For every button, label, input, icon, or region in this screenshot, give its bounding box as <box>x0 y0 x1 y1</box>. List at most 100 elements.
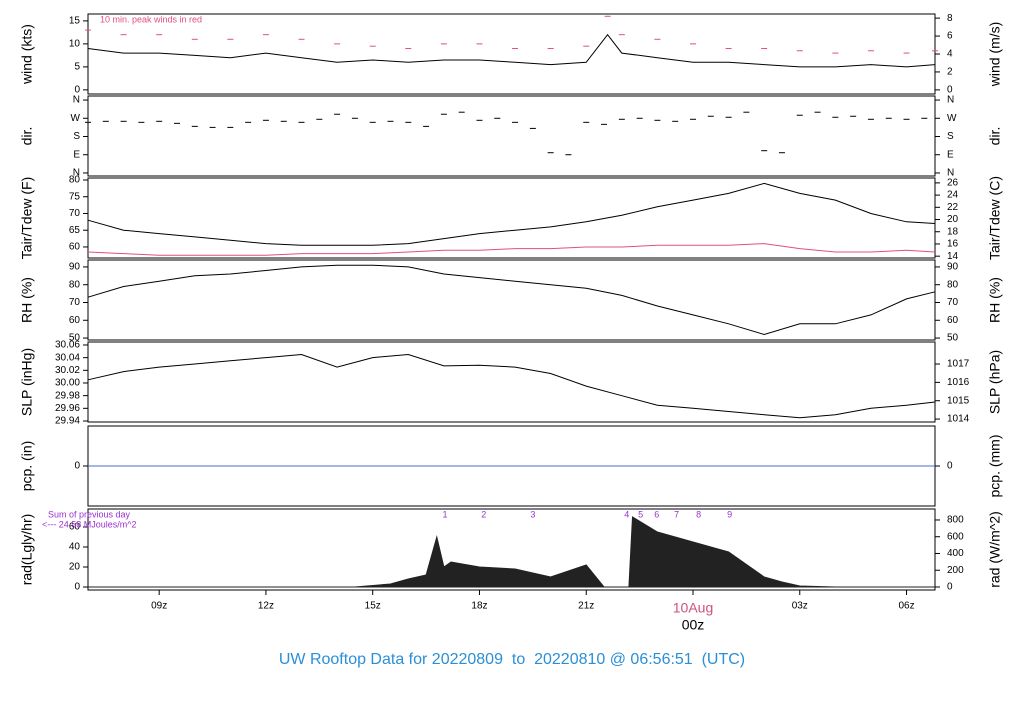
data-area <box>88 516 935 588</box>
y2-tick-label: N <box>947 95 954 106</box>
x-tick-label: 03z <box>792 601 808 612</box>
panel-frame <box>87 341 936 423</box>
y-tick-label: N <box>73 95 80 106</box>
panel-frame <box>87 177 936 259</box>
y-tick-label: 29.98 <box>55 390 80 401</box>
y2-tick-label: W <box>947 113 957 124</box>
x-tick-label: 00z <box>682 617 705 633</box>
y-axis-label: dir. <box>19 127 35 146</box>
y2-tick-label: 80 <box>947 279 959 290</box>
x-tick-label: 21z <box>578 601 594 612</box>
y2-tick-label: 22 <box>947 202 959 213</box>
y-tick-label: 80 <box>69 279 81 290</box>
y-tick-label: 90 <box>69 262 81 273</box>
y2-axis-label: wind (m/s) <box>987 22 1003 88</box>
footer-title: UW Rooftop Data for 20220809 to 20220810… <box>279 651 745 668</box>
y-tick-label: 5 <box>74 62 80 73</box>
y-tick-label: S <box>73 131 80 142</box>
y-axis-label: wind (kts) <box>19 24 35 85</box>
y2-tick-label: 0 <box>947 582 953 593</box>
y-tick-label: 60 <box>69 315 81 326</box>
y-tick-label: 10 <box>69 39 81 50</box>
y2-tick-label: 16 <box>947 239 959 250</box>
y2-tick-label: 60 <box>947 315 959 326</box>
y-tick-label: 60 <box>69 242 81 253</box>
y2-axis-label: Tair/Tdew (C) <box>987 176 1003 260</box>
hour-marker: 7 <box>674 509 679 519</box>
y2-axis-label: pcp. (mm) <box>987 435 1003 498</box>
y-tick-label: 80 <box>69 175 81 186</box>
y2-tick-label: N <box>947 168 954 179</box>
y-tick-label: 29.94 <box>55 416 80 427</box>
y-tick-label: 15 <box>69 16 81 27</box>
x-tick-label: 12z <box>258 601 274 612</box>
y-tick-label: 40 <box>69 542 81 553</box>
y-tick-label: 70 <box>69 208 81 219</box>
panel-frame <box>87 13 936 95</box>
hour-marker: 8 <box>696 509 701 519</box>
panel-frame <box>87 508 936 591</box>
x-tick-label: 09z <box>151 601 167 612</box>
y-axis-label: Tair/Tdew (F) <box>19 177 35 259</box>
y2-tick-label: 20 <box>947 214 959 225</box>
y2-axis-label: RH (%) <box>987 277 1003 323</box>
y2-tick-label: 24 <box>947 190 959 201</box>
y-axis-label: rad(Lgly/hr) <box>19 514 35 586</box>
y-axis-label: pcp. (in) <box>19 441 35 492</box>
y2-tick-label: 26 <box>947 178 959 189</box>
y-tick-label: 70 <box>69 297 81 308</box>
y2-tick-label: 50 <box>947 333 959 344</box>
y-axis-label: RH (%) <box>19 277 35 323</box>
annotation: 10 min. peak winds in red <box>100 14 202 24</box>
y2-tick-label: 70 <box>947 297 959 308</box>
y-tick-label: 30.06 <box>55 340 80 351</box>
x-tick-label: 18z <box>471 601 487 612</box>
y2-tick-label: 4 <box>947 49 953 60</box>
y2-tick-label: 400 <box>947 548 964 559</box>
y-tick-label: 30.02 <box>55 365 80 376</box>
y-tick-label: W <box>71 113 81 124</box>
y2-tick-label: 600 <box>947 531 964 542</box>
y-tick-label: 20 <box>69 562 81 573</box>
data-line <box>87 243 936 256</box>
y-tick-label: N <box>73 168 80 179</box>
hour-marker: 3 <box>530 509 535 519</box>
y-axis-label: SLP (inHg) <box>19 348 35 416</box>
y2-axis-label: rad (W/m^2) <box>987 511 1003 588</box>
y-tick-label: 65 <box>69 225 81 236</box>
y2-tick-label: 14 <box>947 251 959 262</box>
y2-tick-label: 8 <box>947 13 953 24</box>
data-line <box>87 182 936 246</box>
y2-tick-label: 800 <box>947 515 964 526</box>
y2-tick-label: 1016 <box>947 377 970 388</box>
y2-tick-label: 0 <box>947 461 953 472</box>
y2-tick-label: 1015 <box>947 395 970 406</box>
y2-axis-label: SLP (hPa) <box>987 350 1003 414</box>
hour-marker: 9 <box>727 509 732 519</box>
y-tick-label: 30.00 <box>55 378 80 389</box>
hour-marker: 6 <box>654 509 659 519</box>
annotation: <--- 24.58 MJoules/m^2 <box>42 519 137 529</box>
y2-tick-label: E <box>947 149 954 160</box>
y2-tick-label: 2 <box>947 67 953 78</box>
y2-tick-label: 18 <box>947 226 959 237</box>
y-tick-label: 30.04 <box>55 352 80 363</box>
x-tick-label: 06z <box>898 601 914 612</box>
y-tick-label: 75 <box>69 191 81 202</box>
y2-tick-label: 200 <box>947 565 964 576</box>
annotation: Sum of previous day <box>48 509 131 519</box>
y-tick-label: 29.96 <box>55 403 80 414</box>
hour-marker: 2 <box>481 509 486 519</box>
hour-marker: 4 <box>624 509 629 519</box>
panel-frame <box>87 95 936 177</box>
y2-tick-label: 90 <box>947 262 959 273</box>
y2-tick-label: 0 <box>947 85 953 96</box>
y-tick-label: E <box>73 149 80 160</box>
data-line <box>87 353 936 419</box>
panel-frame <box>87 259 936 341</box>
y2-tick-label: 1017 <box>947 359 970 370</box>
x-tick-label: 15z <box>365 601 381 612</box>
data-line <box>87 264 936 336</box>
